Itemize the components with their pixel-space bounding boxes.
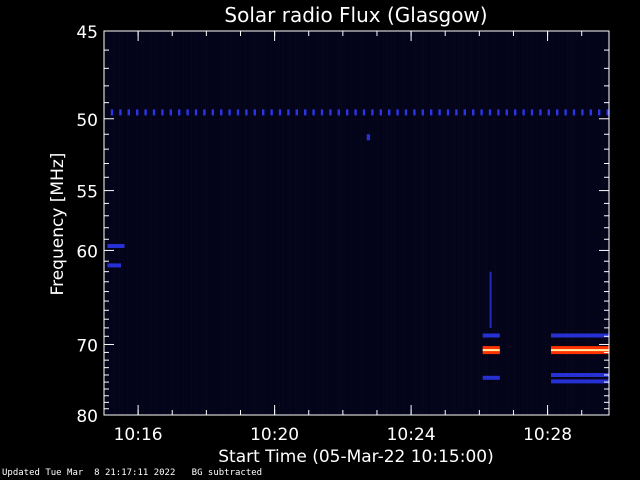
y-axis-label-text: Frequency xyxy=(48,202,68,295)
feature-segment-1 xyxy=(107,244,125,248)
y-tick-label-50: 50 xyxy=(76,111,98,131)
y-axis-label-unit: [MHz] xyxy=(48,153,68,203)
y-tick-label-70: 70 xyxy=(76,336,98,356)
y-tick-label-80: 80 xyxy=(76,407,98,427)
x-tick-label-10:24: 10:24 xyxy=(387,425,436,445)
chart-title: Solar radio Flux (Glasgow) xyxy=(224,3,487,27)
plot-area xyxy=(104,31,609,415)
x-tick-label-10:20: 10:20 xyxy=(250,425,299,445)
feature-dashed-band-0 xyxy=(110,109,609,116)
feature-segment-9 xyxy=(551,373,609,377)
y-tick-label-60: 60 xyxy=(76,242,98,262)
x-tick-label-10:16: 10:16 xyxy=(114,425,163,445)
y-tick-label-45: 45 xyxy=(76,23,98,43)
footer-note: BG subtracted xyxy=(191,468,263,478)
y-tick-label-55: 55 xyxy=(76,183,98,203)
noise-texture xyxy=(105,32,608,414)
y-axis-label: Frequency [MHz] xyxy=(48,153,68,296)
feature-segment-8 xyxy=(551,346,609,355)
footer: Updated Tue Mar 8 21:17:11 2022 BG subtr… xyxy=(2,468,262,478)
feature-spike-11 xyxy=(489,271,492,328)
feature-segment-7 xyxy=(551,333,609,338)
feature-segment-2 xyxy=(107,263,121,268)
x-axis: 10:16 10:20 10:24 10:28 xyxy=(103,31,583,445)
feature-dot-3 xyxy=(366,134,371,141)
y-axis: 45 50 55 60 70 80 xyxy=(76,23,609,427)
plot-frame xyxy=(103,30,610,416)
feature-segment-10 xyxy=(551,379,609,384)
footer-updated: Updated Tue Mar 8 21:17:11 2022 xyxy=(2,468,176,478)
feature-segment-6 xyxy=(482,375,500,380)
feature-segment-4 xyxy=(482,333,500,338)
x-axis-label: Start Time (05-Mar-22 10:15:00) xyxy=(218,447,493,467)
feature-segment-5 xyxy=(482,346,500,355)
spectral-features xyxy=(107,109,609,384)
x-tick-label-10:28: 10:28 xyxy=(523,425,572,445)
